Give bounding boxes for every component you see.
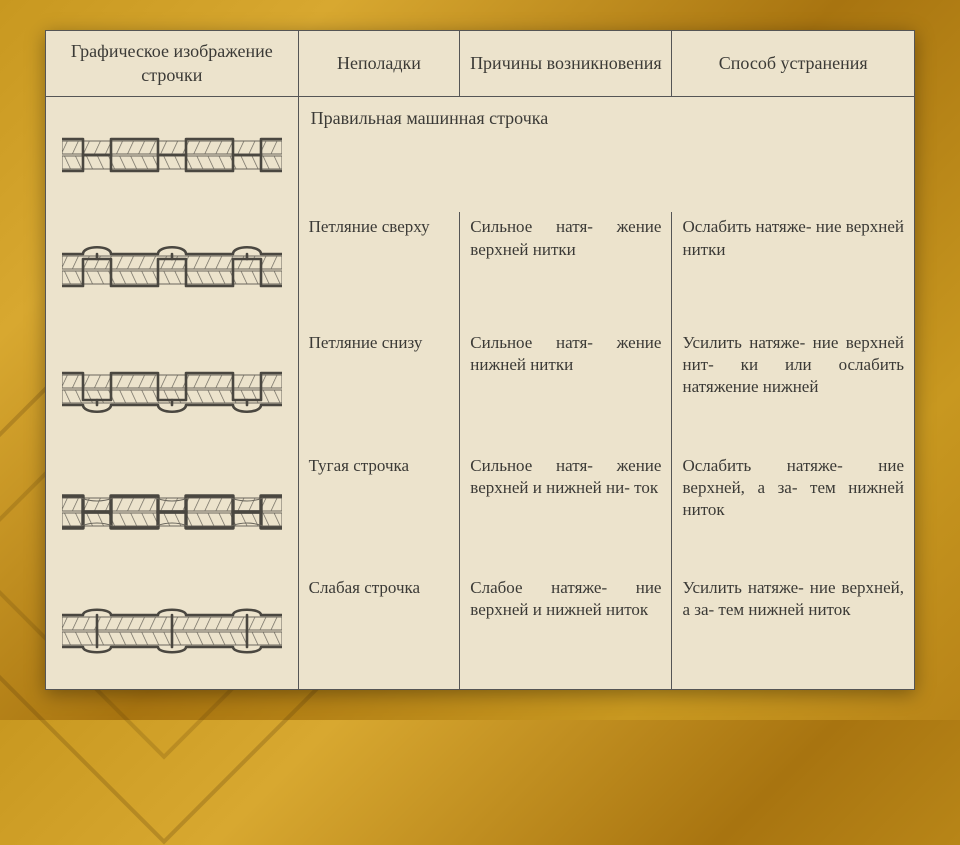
- table-body: Правильная машинная строчка Петляние све…: [46, 96, 915, 689]
- diagram-cell: [46, 96, 299, 212]
- stitch-diagram-correct: [62, 128, 282, 182]
- fix-cell: Ослабить натяже- ние верхней нитки: [672, 212, 915, 328]
- fix-cell: Усилить натяже- ние верхней нит- ки или …: [672, 328, 915, 451]
- table-row: Тугая строчка Сильное натя- жение верхне…: [46, 451, 915, 574]
- cause-cell: Сильное натя- жение верхней и нижней ни-…: [460, 451, 672, 574]
- col-header-diagram: Графическое изображение строчки: [46, 31, 299, 97]
- diagram-cell: [46, 328, 299, 451]
- defect-cell: Петляние сверху: [298, 212, 460, 328]
- diagram-cell: [46, 573, 299, 689]
- defect-cell: Слабая строчка: [298, 573, 460, 689]
- cause-cell: Сильное натя- жение нижней нитки: [460, 328, 672, 451]
- cause-cell: Слабое натяже- ние верхней и нижней нито…: [460, 573, 672, 689]
- diagram-cell: [46, 212, 299, 328]
- fix-cell: Усилить натяже- ние верхней, а за- тем н…: [672, 573, 915, 689]
- col-header-defect: Неполадки: [298, 31, 460, 97]
- table-row: Петляние снизу Сильное натя- жение нижне…: [46, 328, 915, 451]
- table-header-row: Графическое изображение строчки Неполадк…: [46, 31, 915, 97]
- table-row: Правильная машинная строчка: [46, 96, 915, 212]
- table-row: Слабая строчка Слабое натяже- ние верхне…: [46, 573, 915, 689]
- stitch-diagram-tight: [62, 485, 282, 539]
- stitch-diagram-loose: [62, 604, 282, 658]
- table-card: Графическое изображение строчки Неполадк…: [45, 30, 915, 690]
- col-header-cause: Причины возникновения: [460, 31, 672, 97]
- defect-cell: Петляние снизу: [298, 328, 460, 451]
- cause-cell: Сильное натя- жение верхней нитки: [460, 212, 672, 328]
- col-header-fix: Способ устранения: [672, 31, 915, 97]
- correct-stitch-note: Правильная машинная строчка: [298, 96, 914, 212]
- stitch-diagram-loop-bottom: [62, 362, 282, 416]
- stitch-troubleshooting-table: Графическое изображение строчки Неполадк…: [45, 30, 915, 690]
- diagram-cell: [46, 451, 299, 574]
- table-row: Петляние сверху Сильное натя- жение верх…: [46, 212, 915, 328]
- defect-cell: Тугая строчка: [298, 451, 460, 574]
- fix-cell: Ослабить натяже- ние верхней, а за- тем …: [672, 451, 915, 574]
- stitch-diagram-loop-top: [62, 243, 282, 297]
